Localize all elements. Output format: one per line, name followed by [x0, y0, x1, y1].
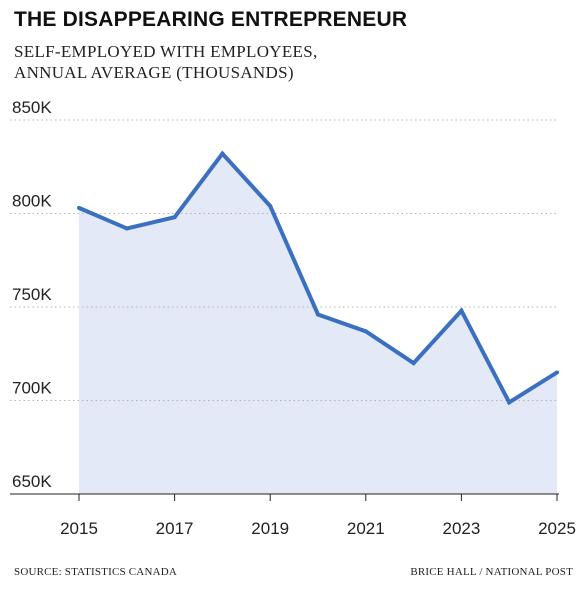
data-point: [124, 226, 129, 231]
y-tick-label: 750K: [12, 285, 52, 304]
area-fill: [79, 153, 557, 494]
y-tick-label: 650K: [12, 472, 52, 491]
subtitle-line-1: SELF-EMPLOYED WITH EMPLOYEES,: [14, 42, 318, 61]
x-tick-label: 2019: [251, 519, 289, 538]
x-tick-label: 2025: [538, 519, 576, 538]
data-point: [507, 400, 512, 405]
y-tick-label: 700K: [12, 379, 52, 398]
x-tick-label: 2017: [156, 519, 194, 538]
source-note: SOURCE: STATISTICS CANADA: [14, 566, 178, 578]
y-tick-label: 800K: [12, 192, 52, 211]
y-tick-label: 850K: [12, 98, 52, 117]
data-point: [172, 215, 177, 220]
data-point: [555, 370, 559, 375]
chart-subtitle: SELF-EMPLOYED WITH EMPLOYEES, ANNUAL AVE…: [14, 41, 414, 83]
credit-note: BRICE HALL / NATIONAL POST: [410, 566, 573, 578]
data-point: [220, 151, 225, 156]
data-point: [459, 308, 464, 313]
data-point: [268, 204, 273, 209]
chart-title: THE DISAPPEARING ENTREPRENEUR: [14, 8, 408, 31]
data-point: [411, 361, 416, 366]
data-point: [363, 329, 368, 334]
data-point: [316, 312, 320, 317]
x-tick-label: 2023: [442, 519, 480, 538]
x-tick-label: 2015: [60, 519, 98, 538]
subtitle-line-2: ANNUAL AVERAGE (THOUSANDS): [14, 63, 294, 82]
data-point: [77, 205, 81, 210]
x-tick-label: 2021: [347, 519, 385, 538]
